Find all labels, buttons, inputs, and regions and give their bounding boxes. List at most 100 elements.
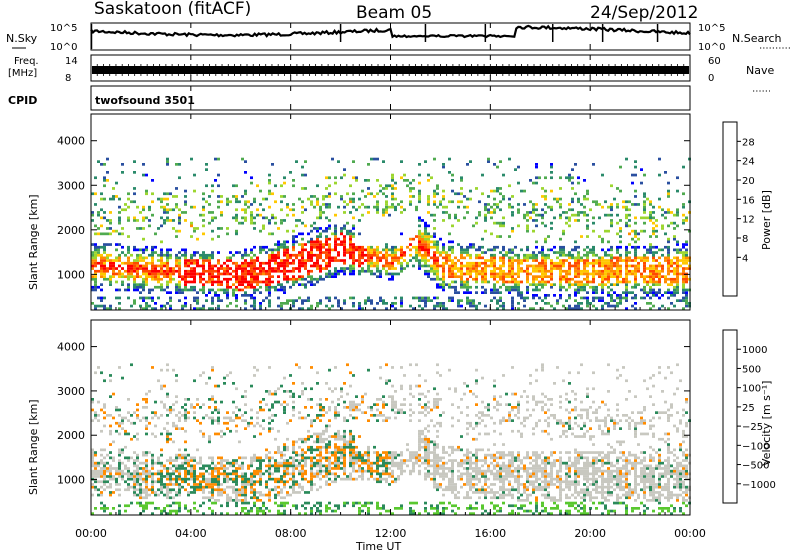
heatmap-cell [334,437,337,441]
heatmap-cell [490,264,493,268]
heatmap-cell [244,294,247,297]
heatmap-cell [655,283,658,286]
heatmap-cell [232,472,235,476]
heatmap-cell [391,197,394,201]
heatmap-cell [106,179,109,182]
heatmap-cell [586,283,589,286]
heatmap-cell [256,411,259,414]
heatmap-cell [289,461,292,465]
heatmap-cell [277,480,280,484]
heatmap-cell [640,296,643,300]
heatmap-cell [469,245,472,249]
heatmap-cell [418,245,421,249]
heatmap-cell [634,251,637,254]
heatmap-cell [292,395,295,398]
heatmap-cell [640,275,643,278]
heatmap-cell [283,277,286,281]
heatmap-cell [100,461,103,465]
heatmap-cell [421,232,424,236]
heatmap-cell [343,453,346,457]
heatmap-cell [274,459,277,462]
heatmap-cell [595,272,598,276]
heatmap-cell [103,469,106,473]
heatmap-cell [304,173,307,177]
heatmap-cell [448,275,451,278]
heatmap-cell [304,459,307,462]
heatmap-cell [121,419,124,422]
heatmap-cell [127,475,130,478]
heatmap-cell [190,485,193,489]
heatmap-cell [412,307,415,310]
heatmap-cell [181,253,184,257]
heatmap-cell [574,248,577,252]
heatmap-cell [100,408,103,412]
heatmap-cell [682,205,685,209]
heatmap-cell [160,304,163,308]
heatmap-cell [592,163,595,166]
heatmap-cell [220,429,223,433]
heatmap-cell [568,285,571,289]
heatmap-cell [253,285,256,289]
heatmap-cell [151,411,154,414]
heatmap-cell [157,227,160,230]
heatmap-cell [241,501,244,505]
heatmap-cell [298,267,301,270]
heatmap-cell [649,211,652,214]
heatmap-cell [469,285,472,289]
heatmap-cell [190,275,193,278]
heatmap-cell [451,275,454,278]
heatmap-cell [229,496,232,500]
heatmap-cell [325,248,328,252]
heatmap-cell [124,253,127,257]
heatmap-cell [448,245,451,249]
heatmap-cell [349,243,352,246]
heatmap-cell [604,251,607,254]
heatmap-cell [544,195,547,198]
heatmap-cell [292,477,295,481]
heatmap-cell [457,267,460,270]
heatmap-cell [253,280,256,284]
heatmap-cell [283,195,286,198]
heatmap-cell [541,187,544,190]
heatmap-cell [469,160,472,163]
heatmap-cell [367,205,370,209]
heatmap-cell [262,299,265,302]
heatmap-cell [112,456,115,460]
heatmap-cell [304,501,307,505]
heatmap-cell [136,414,139,417]
heatmap-cell [217,477,220,481]
heatmap-cell [472,302,475,305]
heatmap-cell [250,416,253,420]
heatmap-cell [166,435,169,438]
colorbar-tick-label: 8 [742,234,748,245]
heatmap-cell [592,259,595,262]
heatmap-cell [646,197,649,201]
heatmap-cell [490,291,493,294]
heatmap-cell [376,200,379,204]
heatmap-cell [496,288,499,292]
heatmap-cell [253,275,256,278]
heatmap-cell [202,432,205,436]
heatmap-cell [211,512,214,515]
heatmap-cell [625,261,628,265]
heatmap-cell [136,472,139,476]
heatmap-cell [301,261,304,265]
heatmap-cell [100,208,103,212]
heatmap-cell [244,253,247,257]
heatmap-cell [268,475,271,478]
heatmap-cell [352,253,355,257]
heatmap-cell [169,304,172,308]
heatmap-cell [184,467,187,470]
heatmap-cell [241,419,244,422]
heatmap-cell [142,451,145,454]
heatmap-cell [217,205,220,209]
heatmap-cell [592,221,595,225]
heatmap-cell [187,472,190,476]
heatmap-cell [148,275,151,278]
heatmap-cell [118,296,121,300]
heatmap-cell [463,248,466,252]
heatmap-cell [145,477,148,481]
heatmap-cell [685,248,688,252]
heatmap-cell [214,477,217,481]
heatmap-cell [175,467,178,470]
